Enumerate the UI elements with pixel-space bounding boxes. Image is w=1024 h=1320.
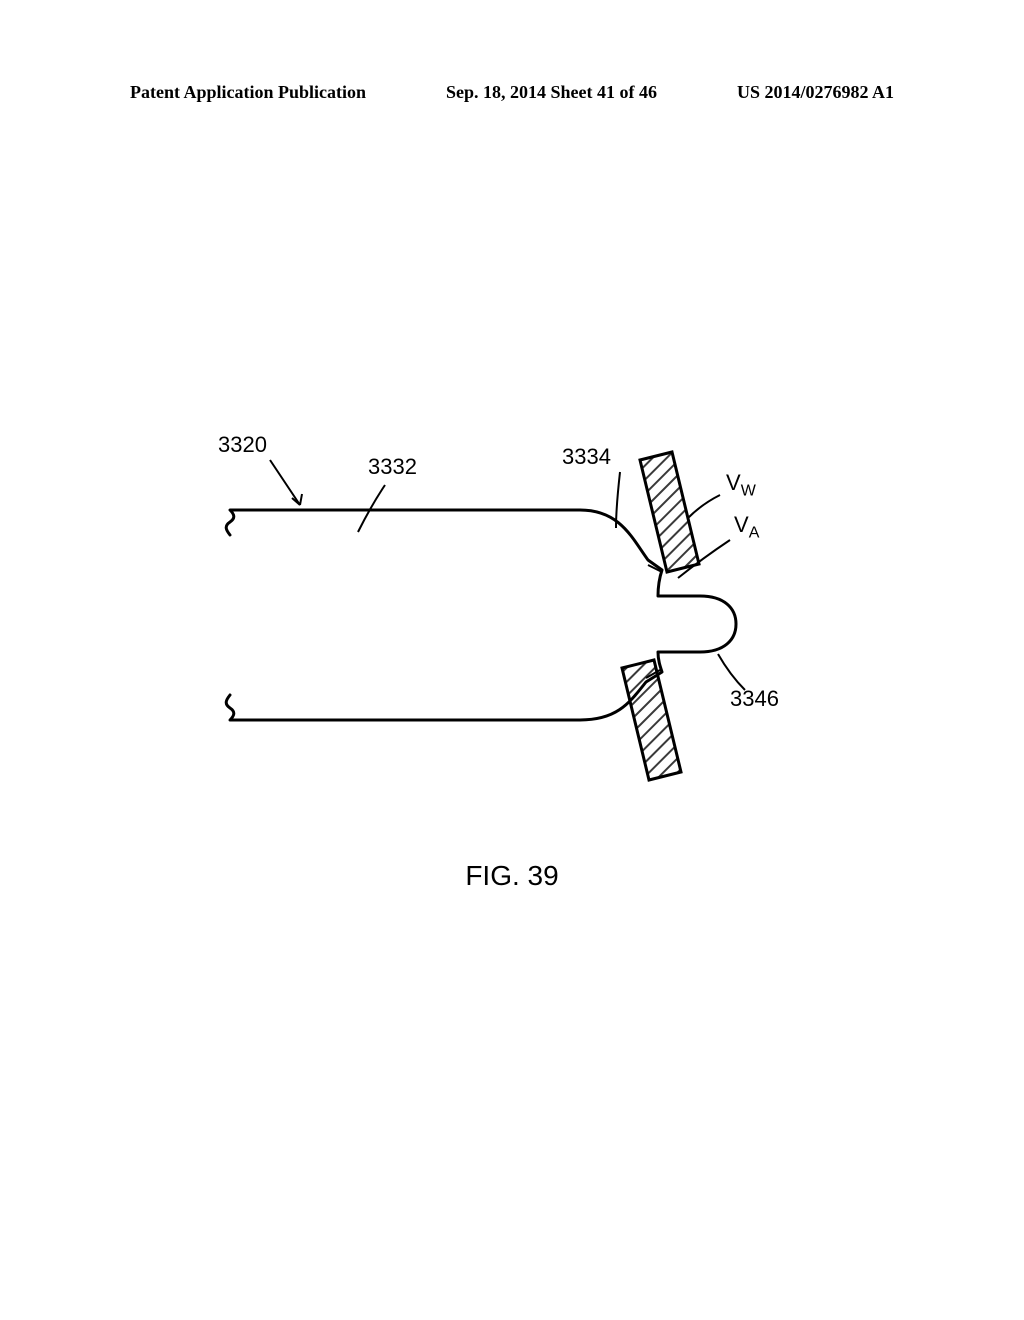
label-va: VA [734, 512, 759, 542]
page: Patent Application Publication Sep. 18, … [0, 0, 1024, 1320]
leader-3346 [718, 654, 745, 690]
header-row: Patent Application Publication Sep. 18, … [0, 82, 1024, 103]
label-vw: VW [726, 470, 756, 500]
leader-3334 [616, 472, 620, 528]
figure-drawing: 3320 3332 3334 VW VA 3346 [200, 400, 820, 800]
leader-3320 [270, 460, 302, 505]
label-3334: 3334 [562, 444, 611, 470]
label-vw-base: V [726, 470, 741, 495]
label-va-base: V [734, 512, 749, 537]
label-3320: 3320 [218, 432, 267, 458]
header-center: Sep. 18, 2014 Sheet 41 of 46 [446, 82, 657, 103]
page-header: Patent Application Publication Sep. 18, … [0, 82, 1024, 103]
leader-vw [688, 495, 720, 518]
figure-svg [200, 400, 820, 800]
label-3332: 3332 [368, 454, 417, 480]
label-3346: 3346 [730, 686, 779, 712]
wall-upper [640, 452, 699, 572]
label-vw-sub: W [741, 482, 756, 499]
figure-caption: FIG. 39 [0, 860, 1024, 892]
header-right: US 2014/0276982 A1 [737, 82, 894, 103]
label-va-sub: A [749, 524, 760, 541]
header-left: Patent Application Publication [130, 82, 366, 103]
